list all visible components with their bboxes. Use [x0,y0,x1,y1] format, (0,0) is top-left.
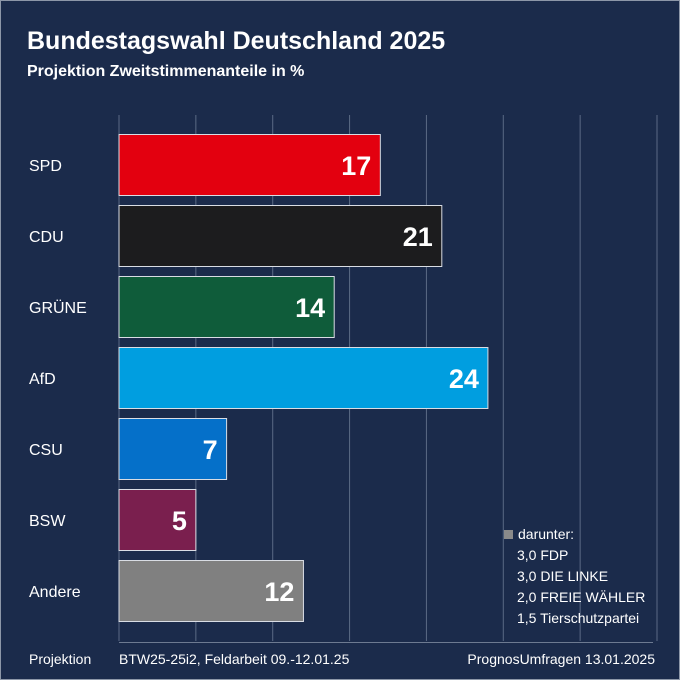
value-label: 14 [295,293,325,323]
category-label: SPD [29,158,62,175]
note-swatch-icon [504,530,513,539]
footer-divider [119,642,653,643]
category-label: CDU [29,229,64,246]
value-label: 17 [341,151,371,181]
note-header-text: darunter: [518,526,575,542]
others-note: darunter: 3,0 FDP 3,0 DIE LINKE 2,0 FREI… [504,524,645,629]
category-label: CSU [29,442,63,459]
category-label: AfD [29,371,56,388]
bar-cdu [118,205,443,267]
bar-andere [118,560,304,622]
note-item: 2,0 FREIE WÄHLER [517,589,646,605]
value-label: 12 [264,577,294,607]
chart-subtitle: Projektion Zweitstimmenanteile in % [27,63,305,80]
category-label: Andere [29,584,81,601]
bar-grüne [118,276,335,338]
value-label: 7 [203,435,218,465]
bar-afd [118,347,489,409]
footer-source: PrognosUmfragen 13.01.2025 [467,651,655,667]
value-label: 21 [403,222,433,252]
note-header: darunter: [504,524,645,545]
bar-spd [118,134,381,196]
bar-bsw [118,489,197,551]
note-item: 1,5 Tierschutzpartei [517,610,640,626]
footer-label: Projektion [29,651,92,667]
bar-csu [118,418,228,480]
category-label: BSW [29,513,66,530]
category-label: GRÜNE [29,299,87,317]
chart-title: Bundestagswahl Deutschland 2025 [27,27,446,55]
footer-fieldwork: BTW25-25i2, Feldarbeit 09.-12.01.25 [119,651,350,667]
value-label: 5 [172,506,187,536]
value-label: 24 [449,364,479,394]
note-item: 3,0 FDP [517,547,569,563]
note-item: 3,0 DIE LINKE [517,568,609,584]
